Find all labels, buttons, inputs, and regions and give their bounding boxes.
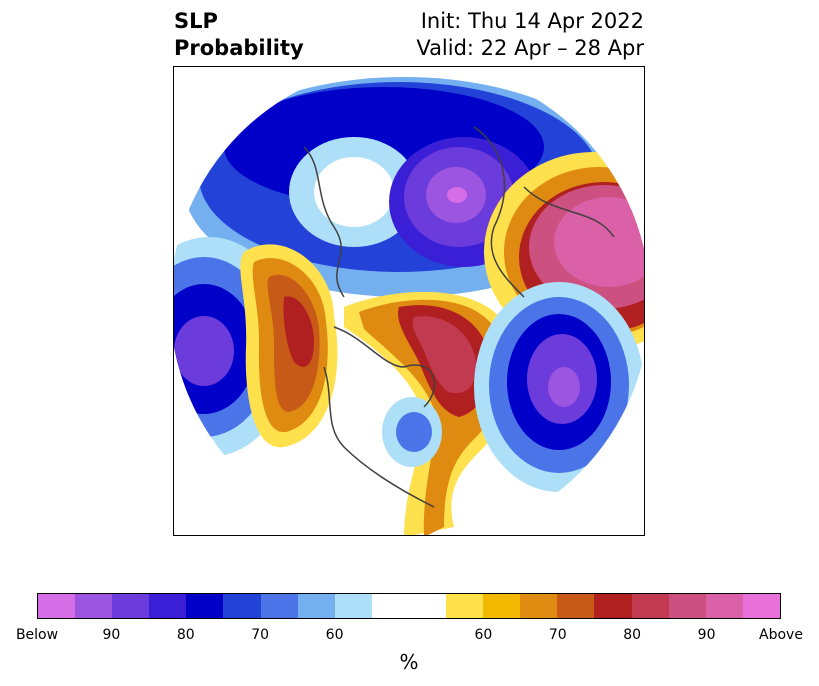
colorbar-segment — [38, 594, 76, 618]
colorbar-segment — [260, 594, 298, 618]
coastlines — [303, 126, 615, 508]
valid-range: Valid: 22 Apr – 28 Apr — [416, 36, 644, 60]
colorbar-segment — [705, 594, 743, 618]
colorbar-segment — [446, 594, 484, 618]
colorbar — [37, 593, 781, 619]
colorbar-tick-label: 90 — [102, 627, 121, 643]
colorbar-segment — [668, 594, 706, 618]
colorbar-tick-label: 60 — [325, 627, 344, 643]
colorbar-unit-label: % — [399, 650, 419, 674]
colorbar-segment — [297, 594, 335, 618]
init-date: Init: Thu 14 Apr 2022 — [420, 9, 644, 33]
colorbar-segment — [223, 594, 261, 618]
colorbar-tick-label: 70 — [548, 627, 567, 643]
colorbar-segment — [520, 594, 558, 618]
colorbar-segment — [742, 594, 780, 618]
colorbar-segment — [112, 594, 150, 618]
colorbar-segment — [594, 594, 632, 618]
colorbar-segment — [186, 594, 224, 618]
colorbar-segment — [557, 594, 595, 618]
colorbar-segment — [483, 594, 521, 618]
alaska-above-anomaly — [240, 244, 338, 448]
colorbar-tick-label: Below — [15, 627, 59, 643]
title-line-1: SLP — [174, 9, 218, 33]
title-line-2: Probability — [174, 36, 304, 60]
us-below-anomaly — [382, 397, 442, 467]
colorbar-tick-label: 90 — [697, 627, 716, 643]
colorbar-tick-label: Above — [759, 627, 803, 643]
date-info: Init: Thu 14 Apr 2022 Valid: 22 Apr – 28… — [416, 8, 644, 62]
atlantic-below-anomaly — [474, 282, 644, 492]
colorbar-segment — [631, 594, 669, 618]
colorbar-segment — [371, 594, 447, 618]
colorbar-tick-label: 60 — [474, 627, 493, 643]
colorbar-tick-label: 80 — [176, 627, 195, 643]
chart-title: SLP Probability — [174, 8, 304, 62]
probability-map — [173, 66, 645, 536]
colorbar-segment — [149, 594, 187, 618]
colorbar-tick-label: 70 — [251, 627, 270, 643]
colorbar-tick-label: 80 — [623, 627, 642, 643]
colorbar-segment — [334, 594, 372, 618]
map-svg — [174, 67, 644, 535]
colorbar-segment — [75, 594, 113, 618]
